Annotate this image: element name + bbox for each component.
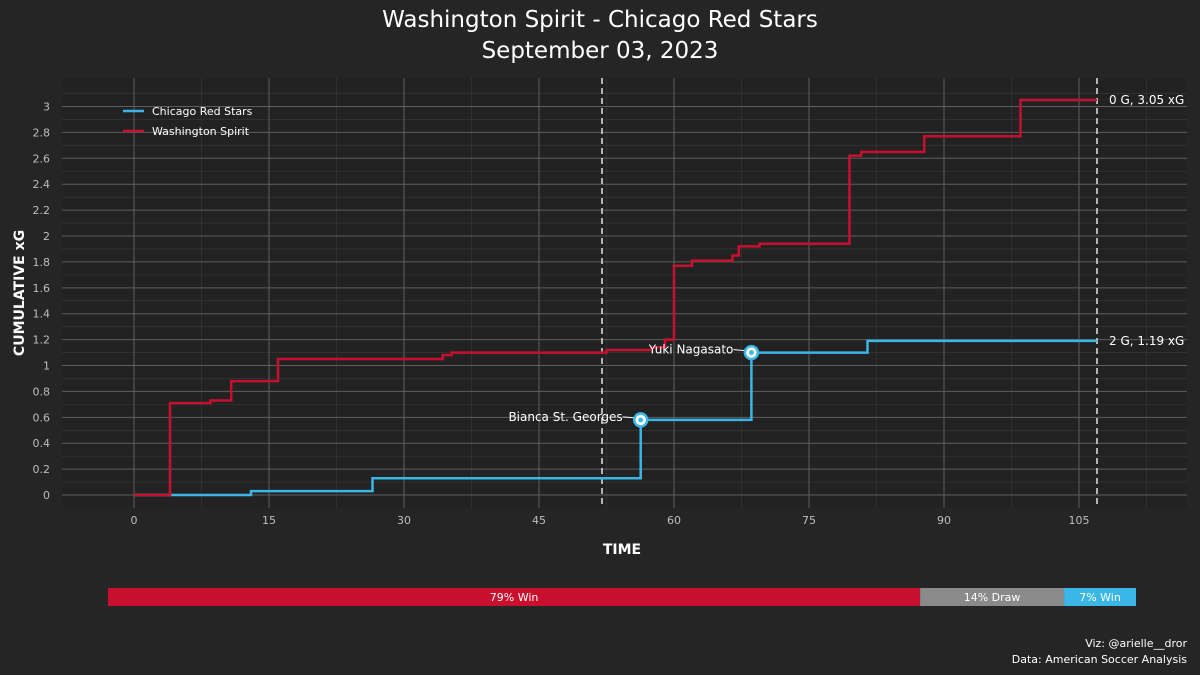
series-line xyxy=(134,339,1097,497)
x-tick-label: 0 xyxy=(131,514,138,527)
legend-label: Chicago Red Stars xyxy=(152,105,253,118)
y-tick-label: 0.2 xyxy=(33,463,51,476)
series-end-label: 2 G, 1.19 xG xyxy=(1109,334,1184,348)
y-tick-label: 2.8 xyxy=(33,126,51,139)
probability-segment xyxy=(1064,588,1136,606)
plot-area: 0 15 30 45 60 75 90 105 0 0.2 0.4 0.6 0.8 1 1.2 1.4 1.6 1… xyxy=(33,78,1187,527)
x-axis-title: TIME xyxy=(603,542,641,558)
y-tick-label: 2.6 xyxy=(33,152,51,165)
x-tick-label: 75 xyxy=(802,514,816,527)
goal-label-connector xyxy=(622,416,635,419)
credit-data: Data: American Soccer Analysis xyxy=(1012,653,1187,666)
goal-scorer-label: Bianca St. Georges xyxy=(508,410,622,424)
y-tick-label: 0 xyxy=(43,489,50,502)
goal-ball-pattern xyxy=(638,417,644,423)
chart-title-line2: September 03, 2023 xyxy=(482,38,719,64)
probability-label: 7% Win xyxy=(1079,591,1121,604)
y-tick-label: 1.8 xyxy=(33,256,51,269)
x-tick-label: 30 xyxy=(397,514,411,527)
series-end-label: 0 G, 3.05 xG xyxy=(1109,93,1184,107)
y-tick-label: 1.6 xyxy=(33,282,51,295)
x-tick-label: 15 xyxy=(262,514,276,527)
y-tick-label: 1.2 xyxy=(33,334,51,347)
x-tick-label: 90 xyxy=(937,514,951,527)
y-tick-label: 3 xyxy=(43,100,50,113)
y-tick-label: 2.4 xyxy=(33,178,51,191)
x-tick-label: 60 xyxy=(667,514,681,527)
y-tick-label: 0.6 xyxy=(33,411,51,424)
probability-segment xyxy=(108,588,921,606)
legend-label: Washington Spirit xyxy=(152,125,250,138)
probability-segment xyxy=(920,588,1065,606)
probability-label: 14% Draw xyxy=(964,591,1021,604)
y-tick-label: 1 xyxy=(43,360,50,373)
probability-label: 79% Win xyxy=(490,591,539,604)
goal-ball-pattern xyxy=(749,350,754,355)
y-axis-title: CUMULATIVE xG xyxy=(12,230,28,356)
goal-label-connector xyxy=(733,349,746,352)
y-tick-label: 0.8 xyxy=(33,385,51,398)
x-tick-label: 45 xyxy=(532,514,546,527)
y-tick-label: 1.4 xyxy=(33,308,51,321)
plot-panel xyxy=(62,78,1187,508)
goal-scorer-label: Yuki Nagasato xyxy=(648,343,734,357)
chart-title-line1: Washington Spirit - Chicago Red Stars xyxy=(382,7,818,33)
credit-viz: Viz: @arielle__dror xyxy=(1085,637,1187,650)
y-tick-label: 2.2 xyxy=(33,204,51,217)
win-probability-bar: 79% Win 14% Draw 7% Win xyxy=(108,588,1136,606)
y-tick-label: 2 xyxy=(43,230,50,243)
series-line xyxy=(134,98,1097,497)
x-tick-label: 105 xyxy=(1069,514,1090,527)
y-tick-label: 0.4 xyxy=(33,437,51,450)
legend: Chicago Red Stars Washington Spirit xyxy=(123,105,253,138)
